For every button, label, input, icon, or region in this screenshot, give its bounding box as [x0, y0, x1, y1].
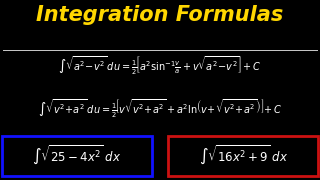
Text: $\int \sqrt{v^2\!+\!a^2}\,du = \frac{1}{2}\!\left[v\sqrt{v^2\!+\!a^2} + a^2\ln\!: $\int \sqrt{v^2\!+\!a^2}\,du = \frac{1}{…: [38, 97, 282, 120]
Text: $\int \sqrt{a^2\!-\!v^2}\,du = \frac{1}{2}\!\left[a^2\sin^{-1}\!\frac{v}{a} + v\: $\int \sqrt{a^2\!-\!v^2}\,du = \frac{1}{…: [59, 54, 261, 76]
FancyBboxPatch shape: [2, 136, 152, 176]
Text: $\int \sqrt{25-4x^2}\;dx$: $\int \sqrt{25-4x^2}\;dx$: [32, 144, 122, 167]
FancyBboxPatch shape: [168, 136, 318, 176]
Text: Integration Formulas: Integration Formulas: [36, 5, 284, 25]
Text: $\int \sqrt{16x^2+9}\;dx$: $\int \sqrt{16x^2+9}\;dx$: [198, 144, 288, 167]
